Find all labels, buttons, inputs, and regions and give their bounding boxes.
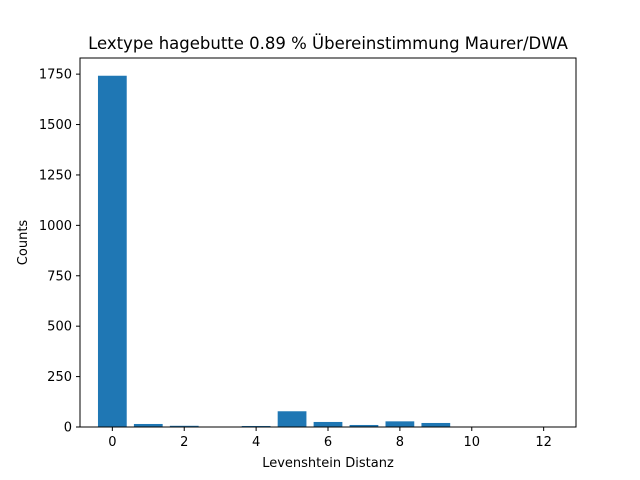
bar-0 (97, 75, 127, 428)
y-tick-label: 1250 (39, 168, 72, 183)
chart-title: Lextype hagebutte 0.89 % Übereinstimmung… (88, 34, 569, 53)
bar-5 (277, 411, 307, 427)
y-tick-label: 500 (47, 320, 72, 335)
bar-1 (133, 423, 163, 427)
bar-8 (385, 421, 415, 427)
x-axis: 0 2 4 6 8 10 12 (108, 427, 552, 450)
x-tick-label: 4 (252, 435, 260, 450)
x-axis-label: Levenshtein Distanz (262, 456, 394, 471)
y-tick-label: 1500 (39, 118, 72, 133)
y-axis: 0 250 500 750 1000 1250 1500 1750 (39, 68, 80, 436)
x-tick-label: 2 (180, 435, 188, 450)
y-tick-label: 0 (64, 421, 72, 436)
x-tick-label: 10 (463, 435, 480, 450)
bar-6 (313, 421, 343, 427)
bar-7 (349, 424, 379, 427)
x-tick-label: 12 (535, 435, 552, 450)
y-axis-label: Counts (16, 220, 31, 266)
y-tick-label: 1750 (39, 68, 72, 83)
bar-9 (421, 422, 451, 427)
bar-2 (169, 425, 199, 427)
x-tick-label: 6 (324, 435, 332, 450)
y-tick-label: 250 (47, 370, 72, 385)
y-tick-label: 1000 (39, 219, 72, 234)
x-tick-label: 8 (396, 435, 404, 450)
bars-group (97, 75, 559, 428)
bar-4 (241, 425, 271, 427)
x-tick-label: 0 (108, 435, 116, 450)
y-tick-label: 750 (47, 269, 72, 284)
